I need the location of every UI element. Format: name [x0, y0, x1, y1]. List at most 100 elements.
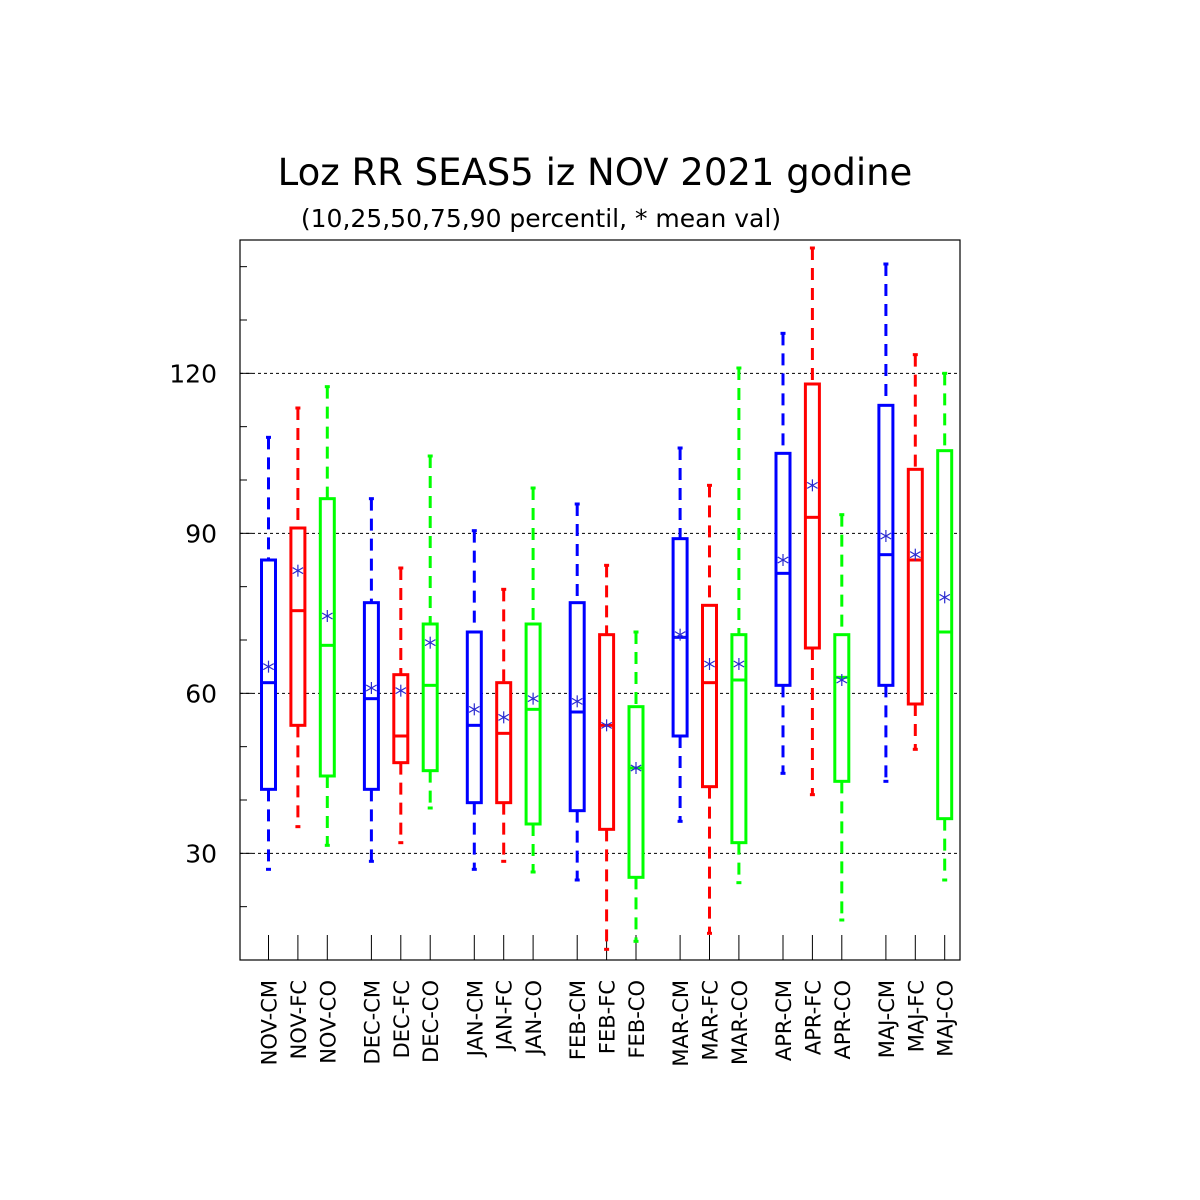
axis-ticks [240, 266, 946, 960]
box-mar-fc [701, 483, 718, 935]
mean-marker [703, 658, 716, 670]
box-series [260, 246, 954, 951]
box-nov-cm [260, 435, 277, 871]
box-feb-fc [598, 563, 616, 951]
mean-marker-stroke [836, 676, 848, 684]
box-mar-cm [671, 446, 689, 823]
iqr-box [465, 630, 483, 805]
box-apr-co [833, 513, 851, 922]
y-tick-label: 60 [185, 679, 217, 708]
box-feb-co [627, 630, 645, 943]
mean-marker-stroke [880, 532, 892, 540]
box-apr-fc [803, 246, 821, 797]
mean-marker [630, 762, 642, 774]
mean-marker [321, 610, 333, 622]
mean-marker [424, 636, 436, 649]
x-tick-label: MAR-CM [669, 980, 693, 1067]
mean-marker [498, 711, 510, 724]
iqr-box [877, 403, 895, 687]
chart-title: Loz RR SEAS5 iz NOV 2021 godine [278, 151, 913, 194]
x-tick-label: DEC-CO [419, 980, 443, 1063]
iqr-box [289, 526, 307, 727]
mean-marker-stroke [777, 556, 789, 564]
iqr-box [598, 633, 616, 831]
iqr-box [495, 681, 513, 805]
mean-marker-stroke [292, 567, 304, 575]
box-maj-co [936, 371, 954, 882]
box-mar-co [730, 366, 748, 885]
mean-marker-stroke [321, 612, 333, 620]
mean-marker-stroke [262, 663, 275, 671]
x-tick-label: APR-FC [801, 980, 825, 1055]
x-tick-label: DEC-CM [360, 980, 384, 1064]
mean-marker-stroke [806, 481, 818, 489]
mean-marker-stroke [498, 713, 510, 721]
axis-labels: 30 60 90 120 NOV-CM NOV-FC NOV-CO DEC-CM DEC-FC D… [169, 359, 957, 1066]
x-tick-label: FEB-FC [596, 980, 620, 1054]
mean-marker-stroke [939, 593, 951, 601]
iqr-box [260, 558, 277, 791]
box-maj-fc [906, 353, 924, 751]
iqr-box [906, 467, 924, 706]
x-tick-label: NOV-CM [258, 980, 282, 1065]
mean-marker-stroke [630, 764, 642, 772]
mean-marker-stroke [909, 551, 921, 559]
iqr-box [392, 673, 410, 765]
box-jan-fc [495, 587, 513, 863]
x-tick-label: MAJ-FC [904, 980, 928, 1052]
x-tick-label: JAN-CO [522, 980, 546, 1057]
mean-marker [262, 660, 275, 673]
iqr-box [730, 633, 748, 845]
mean-marker [571, 695, 583, 708]
x-tick-label: FEB-CM [566, 980, 590, 1060]
iqr-box [524, 622, 542, 826]
mean-marker-stroke [468, 705, 480, 713]
x-tick-label: MAJ-CM [875, 980, 899, 1058]
iqr-box [774, 451, 792, 687]
x-tick-label: JAN-FC [493, 980, 517, 1052]
iqr-box [421, 622, 439, 773]
box-maj-cm [877, 262, 895, 783]
mean-marker [909, 548, 921, 561]
mean-marker [733, 658, 745, 670]
mean-marker [674, 628, 686, 641]
mean-marker [836, 674, 848, 686]
mean-marker-stroke [424, 639, 436, 647]
mean-marker [806, 479, 818, 492]
mean-marker-stroke [395, 687, 407, 695]
y-tick-label: 120 [169, 359, 217, 388]
mean-marker-stroke [674, 631, 686, 639]
mean-marker [292, 564, 304, 577]
x-tick-label: DEC-FC [390, 980, 414, 1058]
x-tick-label: APR-CM [772, 980, 796, 1061]
box-apr-cm [774, 331, 792, 775]
x-tick-label: FEB-CO [625, 980, 649, 1059]
mean-marker-stroke [733, 660, 745, 668]
box-dec-fc [392, 566, 410, 845]
mean-marker-stroke [365, 684, 377, 692]
mean-marker [777, 554, 789, 566]
box-nov-co [318, 385, 336, 847]
x-tick-label: MAJ-CO [934, 980, 958, 1057]
iqr-box [701, 603, 718, 789]
box-jan-cm [465, 529, 483, 871]
chart-subtitle: (10,25,50,75,90 percentil, * mean val) [301, 204, 781, 233]
mean-marker [468, 703, 480, 716]
x-tick-label: NOV-CO [316, 980, 340, 1064]
x-tick-label: MAR-CO [728, 980, 752, 1065]
iqr-box [362, 601, 380, 791]
x-tick-label: NOV-FC [287, 980, 311, 1059]
mean-marker-stroke [571, 697, 583, 705]
mean-marker [939, 591, 951, 604]
mean-marker [880, 530, 892, 542]
y-tick-label: 90 [185, 519, 217, 548]
iqr-box [318, 497, 336, 778]
mean-marker-stroke [601, 721, 613, 729]
mean-marker-stroke [703, 660, 716, 668]
mean-marker [601, 719, 613, 732]
box-dec-cm [362, 497, 380, 863]
mean-marker [527, 692, 539, 705]
box-feb-cm [568, 502, 586, 882]
mean-marker-stroke [527, 695, 539, 703]
